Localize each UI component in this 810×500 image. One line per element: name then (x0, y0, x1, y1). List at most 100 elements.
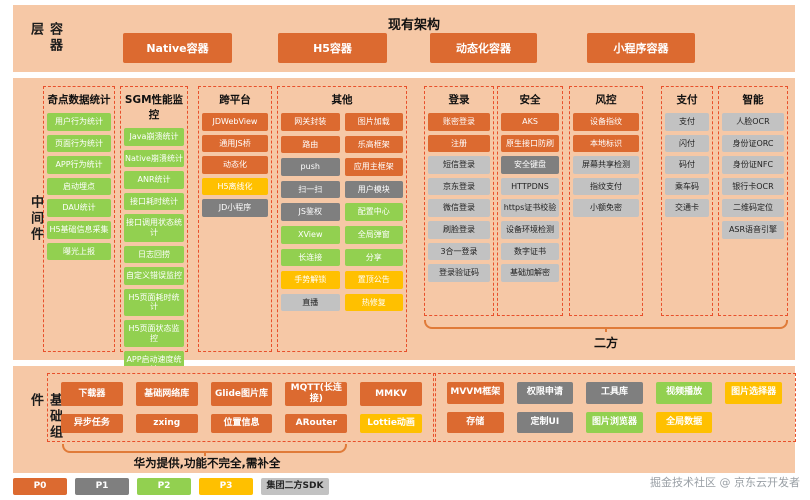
legend-item-2: P1 (75, 478, 129, 495)
component-box: MMKV (360, 382, 422, 407)
component-box: 全局弹窗 (344, 225, 403, 244)
component-box: 通用JS桥 (202, 134, 268, 153)
component-box: H5离线化 (202, 177, 268, 196)
middleware-column-2: SGM性能监控 Java崩溃统计 Native崩溃统计 ANR统计 接口耗时统计 接口调用… (120, 86, 188, 379)
component-box: 热修复 (344, 293, 403, 312)
component-box: JS鉴权 (281, 203, 340, 221)
component-box: MQTT(长连接) (285, 382, 348, 407)
component-box: 微信登录 (428, 199, 490, 217)
watermark: 掘金技术社区 @ 京东云开发者 (650, 476, 800, 489)
component-box: 动态化 (202, 156, 268, 174)
middleware-column-5: 登录 账密登录 注册 短信登录 京东登录 微信登录 刷脸登录 3合一登录 登录验证码 (424, 86, 494, 316)
column-title: 其他 (331, 94, 353, 106)
container-layer-label: 容器层 (28, 21, 62, 54)
second-party-brace (424, 320, 788, 329)
column-items: 支付 闪付 码付 乘车码 交通卡 (665, 113, 709, 217)
component-box: 码付 (665, 156, 709, 174)
component-box: 乐高框架 (344, 135, 403, 154)
component-box: 注册 (428, 134, 490, 153)
legend-item-3: P2 (137, 478, 191, 495)
component-box: 接口耗时统计 (124, 192, 184, 211)
component-box: AKS (501, 113, 559, 131)
component-box: 全局数据 (655, 411, 713, 433)
component-box: 指纹支付 (573, 177, 639, 196)
container-box-4: 小程序容器 (587, 33, 695, 63)
column-items: AKS 原生接口防刷 安全键盘 HTTPDNS https证书校验 设备环境检测 数字证书基… (501, 113, 559, 282)
column-items: 网关封装 图片加载 路由 乐高框架 push 应用主框架 扫一扫 用户模块 JS鉴权 配置中心 XV… (281, 113, 403, 312)
component-box: H5页面状态监控 (124, 319, 184, 348)
legend-item-1: P0 (13, 478, 67, 495)
component-box: 曝光上报 (47, 242, 111, 261)
foundation-label: 基础组件 (28, 392, 62, 441)
component-box: Glide图片库 (210, 382, 273, 407)
middleware-column-6: 安全 AKS 原生接口防刷 安全键盘 HTTPDNS https证书校验 设备环境检测 数字证… (497, 86, 563, 316)
component-box: 存储 (447, 411, 504, 433)
component-box: JD小程序 (202, 199, 268, 217)
component-box: 用户模块 (344, 180, 403, 199)
column-title: 支付 (676, 94, 698, 106)
component-box: 页面行为统计 (47, 134, 111, 153)
component-box: 设备指纹 (573, 113, 639, 131)
component-box: 短信登录 (428, 156, 490, 174)
legend: P0 P1 P2 P3 集团二方SDK (13, 478, 329, 495)
column-items: 账密登录 注册 短信登录 京东登录 微信登录 刷脸登录 3合一登录 登录验证码 (428, 113, 490, 282)
component-box: 路由 (281, 135, 340, 154)
component-box: 屏幕共享检测 (573, 156, 639, 174)
component-box: HTTPDNS (501, 177, 559, 196)
component-box: 刷脸登录 (428, 220, 490, 239)
component-box: 身份证ORC (722, 134, 784, 153)
container-layer-band: 容器层 现有架构 Native容器 H5容器 动态化容器 小程序容器 (13, 5, 795, 72)
component-box: 定制UI (516, 411, 574, 433)
middleware-label: 中间件 (28, 195, 43, 243)
component-box: H5基础信息采集 (47, 220, 111, 239)
component-box: 图片选择器 (725, 382, 782, 404)
component-box: XView (281, 225, 340, 244)
component-box: 原生接口防刷 (501, 134, 559, 153)
component-box: 交通卡 (665, 199, 709, 217)
component-box: ARouter (285, 414, 348, 433)
middleware-column-9: 智能 人脸OCR 身份证ORC 身份证NFC 银行卡OCR 二维码定位 ASR语音引擎 (718, 86, 788, 316)
component-box: https证书校验 (501, 199, 559, 217)
diagram-title: 现有架构 (388, 18, 441, 33)
component-box: 乘车码 (665, 177, 709, 196)
component-box: ANR统计 (124, 171, 184, 189)
component-box: 用户行为统计 (47, 113, 111, 131)
component-box: 基础网络库 (135, 382, 198, 407)
second-party-label: 二方 (593, 336, 618, 350)
column-title: 登录 (448, 94, 470, 106)
component-box: 图片浏览器 (586, 411, 643, 433)
middleware-column-4: 其他网关封装 图片加载 路由 乐高框架 push 应用主框架 扫一扫 用户模块 JS鉴权 配置中心… (277, 86, 407, 352)
foundation-band: 基础组件 下载器 基础网络库 Glide图片库 MQTT(长连接) MMKV 异步任务 zx… (13, 366, 796, 473)
component-box: 接口调用状态统计 (124, 214, 184, 242)
component-box: 小额免密 (573, 199, 639, 217)
column-items: JDWebView 通用JS桥动态化 H5离线化 JD小程序 (202, 113, 268, 217)
component-box: JDWebView (202, 113, 268, 131)
component-box: 配置中心 (344, 203, 403, 221)
middleware-column-3: 跨平台 JDWebView 通用JS桥 动态化 H5离线化 JD小程序 (198, 86, 272, 352)
component-box: 身份证NFC (722, 156, 784, 174)
component-box: 本地标识 (573, 134, 639, 153)
component-box: MVVM框架 (447, 382, 504, 404)
component-box: 3合一登录 (428, 242, 490, 261)
container-box-3: 动态化容器 (430, 33, 537, 63)
component-box: 二维码定位 (722, 199, 784, 217)
component-box: 图片加载 (344, 113, 403, 131)
middleware-column-1: 奇点数据统计 用户行为统计 页面行为统计 APP行为统计 启动埋点 DAU统计 H5基础信息… (43, 86, 115, 352)
legend-item-4: P3 (199, 478, 253, 495)
component-box: 闪付 (665, 134, 709, 153)
component-box: zxing (135, 414, 198, 433)
component-box: 京东登录 (428, 177, 490, 196)
component-box: 设备环境检测 (501, 220, 559, 239)
component-box: 下载器 (61, 382, 123, 407)
column-title: SGM性能监控 (124, 94, 184, 121)
foundation-group-2: MVVM框架 权限申请 工具库 视频播放 图片选择器 存储 定制UI 图片浏览器 全局数据 (433, 373, 796, 442)
component-box: 扫一扫 (281, 180, 340, 199)
component-box: 异步任务 (61, 414, 123, 433)
column-items: 设备指纹本地标识屏幕共享检测 指纹支付小额免密 (573, 113, 639, 217)
component-box: 银行卡OCR (722, 177, 784, 196)
component-box: Lottie动画 (360, 414, 422, 433)
component-box: 自定义错误监控 (124, 267, 184, 285)
component-box: 应用主框架 (344, 158, 403, 176)
column-title: 奇点数据统计 (47, 94, 111, 106)
